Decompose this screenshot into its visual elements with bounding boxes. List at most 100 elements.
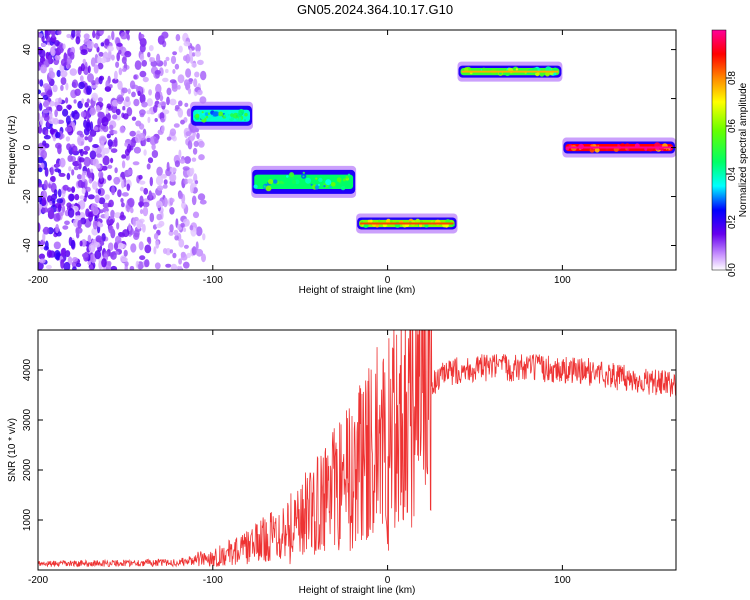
noise-speckle	[41, 56, 46, 62]
noise-speckle	[133, 74, 138, 80]
noise-speckle	[195, 43, 201, 53]
noise-speckle	[149, 57, 155, 62]
noise-speckle	[161, 31, 169, 39]
y-tick-label: -40	[22, 238, 33, 253]
noise-speckle	[175, 34, 181, 42]
noise-speckle	[45, 35, 51, 43]
noise-speckle	[135, 133, 142, 143]
y-tick-label: 40	[22, 44, 33, 56]
noise-speckle	[75, 227, 83, 234]
noise-speckle	[156, 213, 162, 221]
noise-speckle	[102, 155, 110, 166]
noise-speckle	[39, 79, 44, 87]
noise-speckle	[174, 63, 180, 70]
noise-speckle	[193, 140, 199, 147]
noise-speckle	[83, 38, 91, 46]
noise-speckle	[95, 235, 103, 243]
noise-speckle	[81, 187, 86, 195]
spectrogram-frame	[37, 29, 677, 271]
noise-speckle	[51, 193, 58, 200]
noise-speckle	[185, 131, 192, 137]
noise-speckle	[123, 249, 128, 257]
noise-speckle	[41, 197, 47, 206]
signal-segment	[251, 165, 357, 198]
noise-speckle	[162, 77, 169, 83]
noise-speckle	[104, 194, 110, 200]
noise-speckle	[137, 90, 141, 97]
noise-speckle	[165, 263, 172, 268]
noise-speckle	[55, 131, 61, 139]
noise-speckle	[104, 86, 112, 92]
noise-speckle	[139, 109, 146, 116]
segment-blob	[273, 179, 278, 184]
segment-blob	[424, 223, 429, 228]
noise-speckle	[54, 203, 62, 208]
noise-speckle	[181, 201, 186, 209]
noise-speckle	[180, 222, 185, 228]
noise-speckle	[44, 167, 49, 177]
noise-speckle	[200, 70, 207, 81]
noise-speckle	[86, 186, 91, 192]
noise-speckle	[67, 207, 75, 218]
noise-speckle	[86, 98, 90, 104]
noise-speckle	[105, 107, 109, 115]
noise-speckle	[73, 110, 78, 115]
noise-speckle	[48, 183, 52, 189]
noise-speckle	[38, 222, 41, 233]
noise-speckle	[161, 125, 165, 133]
segment-blob	[253, 184, 258, 189]
noise-speckle	[39, 116, 44, 126]
noise-speckle	[149, 212, 155, 223]
noise-speckle	[54, 55, 61, 61]
noise-speckle	[65, 82, 69, 91]
noise-speckle	[79, 240, 83, 247]
segment-blob	[318, 177, 323, 183]
segment-blob	[305, 177, 312, 184]
noise-speckle	[195, 248, 204, 257]
noise-speckle	[178, 149, 182, 159]
noise-speckle	[78, 157, 85, 163]
noise-speckle	[178, 258, 183, 265]
noise-speckle	[159, 101, 167, 107]
noise-speckle	[191, 62, 197, 68]
colorbar-tick-label: 0.8	[727, 71, 738, 85]
noise-speckle	[148, 45, 154, 52]
noise-speckle	[110, 251, 117, 260]
noise-speckle	[129, 265, 135, 270]
noise-speckle	[178, 100, 183, 107]
segment-blob	[279, 180, 283, 184]
segment-blob	[323, 185, 326, 188]
noise-speckle	[142, 223, 146, 233]
noise-speckle	[57, 144, 62, 155]
noise-speckle	[166, 136, 172, 141]
noise-speckle	[166, 161, 170, 172]
noise-speckle	[100, 42, 105, 47]
noise-speckle	[51, 32, 56, 39]
noise-speckle	[58, 172, 66, 177]
noise-speckle	[184, 102, 189, 108]
noise-speckle	[40, 64, 47, 74]
noise-speckle	[111, 185, 116, 196]
noise-speckle	[49, 100, 55, 107]
noise-speckle	[116, 222, 120, 230]
noise-speckle	[126, 107, 133, 117]
noise-speckle	[40, 162, 45, 170]
noise-speckle	[107, 202, 112, 208]
noise-speckle	[66, 33, 72, 39]
signal-segment	[356, 213, 458, 234]
noise-speckle	[172, 69, 176, 74]
signal-segment	[457, 61, 563, 82]
noise-speckle	[142, 206, 149, 217]
noise-speckle	[156, 200, 162, 209]
noise-speckle	[166, 96, 170, 106]
segment-blob	[197, 111, 201, 115]
noise-speckle	[83, 150, 88, 155]
noise-speckle	[127, 197, 135, 208]
noise-speckle	[84, 136, 89, 141]
noise-speckle	[101, 258, 107, 268]
noise-speckle	[169, 207, 175, 215]
segment-blob	[389, 219, 393, 223]
noise-speckle	[118, 49, 122, 55]
noise-speckle	[124, 142, 129, 147]
